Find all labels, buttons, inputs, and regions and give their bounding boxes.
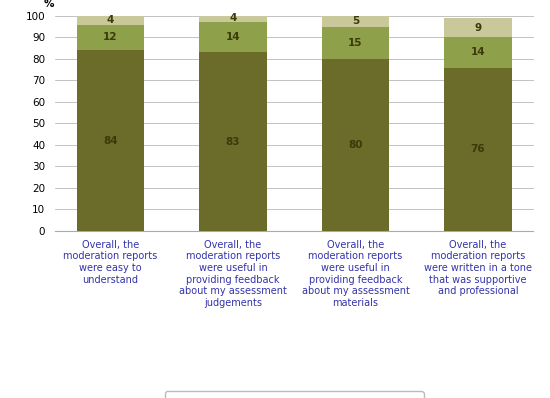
Text: 15: 15 [348,38,363,48]
Bar [322,59,389,231]
Bar [77,16,144,25]
Bar [77,50,144,231]
Text: 14: 14 [226,32,240,43]
Bar [444,68,512,231]
Text: 12: 12 [103,32,118,43]
Legend: Agree, Disagree, No opinion: Agree, Disagree, No opinion [164,392,424,398]
Text: 4: 4 [107,15,114,25]
Bar [199,22,267,53]
Bar [444,37,512,68]
Text: 5: 5 [352,16,359,26]
Text: 9: 9 [475,23,482,33]
Bar [77,25,144,50]
Bar [199,53,267,231]
Bar [444,18,512,37]
Bar [322,16,389,27]
Text: %: % [44,0,54,10]
Bar [199,14,267,22]
Text: 80: 80 [348,140,363,150]
Text: 76: 76 [471,144,485,154]
Text: 83: 83 [226,137,240,146]
Text: 14: 14 [471,47,485,57]
Bar [322,27,389,59]
Text: 4: 4 [229,13,236,23]
Text: 84: 84 [103,136,118,146]
